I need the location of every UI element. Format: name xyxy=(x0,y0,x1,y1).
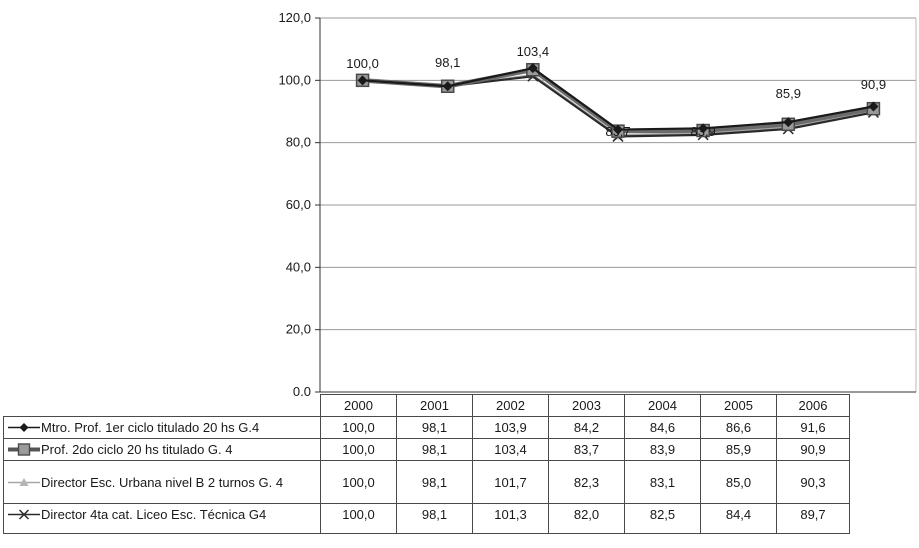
table-cell-value: 85,0 xyxy=(700,460,777,504)
legend-key-diamond xyxy=(7,420,41,435)
series-legend-cell: Director Esc. Urbana nivel B 2 turnos G.… xyxy=(3,460,321,504)
marker-diamond xyxy=(527,63,538,74)
table-cell-value: 98,1 xyxy=(396,460,473,504)
table-row: Prof. 2do ciclo 20 hs titulado G. 4 100,0… xyxy=(3,438,850,461)
table-cell-value: 84,2 xyxy=(548,416,625,439)
table-cell-value: 100,0 xyxy=(320,503,397,534)
series-legend-cell: Mtro. Prof. 1er ciclo titulado 20 hs G.4 xyxy=(3,416,321,439)
data-label: 85,9 xyxy=(776,86,801,101)
table-cell-value: 84,4 xyxy=(700,503,777,534)
y-tick-label: 120,0 xyxy=(278,10,311,25)
marker-diamond xyxy=(783,117,794,128)
legend-key-square xyxy=(7,442,41,457)
table-row: Director 4ta cat. Liceo Esc. Técnica G4 1… xyxy=(3,503,850,534)
table-cell-value: 98,1 xyxy=(396,438,473,461)
table-corner xyxy=(4,395,321,417)
marker-diamond xyxy=(613,124,623,135)
y-tick-label: 20,0 xyxy=(286,322,311,337)
table-cell-value: 103,9 xyxy=(472,416,549,439)
table-cell-value: 84,6 xyxy=(624,416,701,439)
table-cell-value: 103,4 xyxy=(472,438,549,461)
table-cell-value: 85,9 xyxy=(700,438,777,461)
table-cell-value: 100,0 xyxy=(320,460,397,504)
table-cell-value: 82,0 xyxy=(548,503,625,534)
table-cell-value: 82,5 xyxy=(624,503,701,534)
table-header-row: 2000 2001 2002 2003 2004 2005 2006 xyxy=(4,394,850,417)
category-label: 2004 xyxy=(624,394,701,417)
table-cell-value: 101,3 xyxy=(472,503,549,534)
data-label: 90,9 xyxy=(861,77,886,92)
y-tick-label: 100,0 xyxy=(278,72,311,87)
data-label: 98,1 xyxy=(435,55,460,70)
y-tick-label: 0,0 xyxy=(293,384,311,396)
table-cell-value: 90,3 xyxy=(776,460,850,504)
data-label: 83,7 xyxy=(605,124,630,139)
category-label: 2000 xyxy=(320,394,397,417)
table-cell-value: 98,1 xyxy=(396,503,473,534)
series-legend-cell: Director 4ta cat. Liceo Esc. Técnica G4 xyxy=(3,503,321,534)
y-tick-label: 40,0 xyxy=(286,259,311,274)
table-cell-value: 98,1 xyxy=(396,416,473,439)
category-label: 2002 xyxy=(472,394,549,417)
table-cell-value: 83,9 xyxy=(624,438,701,461)
series-name: Director 4ta cat. Liceo Esc. Técnica G4 xyxy=(41,507,267,522)
table-cell-value: 82,3 xyxy=(548,460,625,504)
data-table: 2000 2001 2002 2003 2004 2005 2006 Mtro. Prof. … xyxy=(3,394,850,534)
marker-diamond xyxy=(868,101,879,112)
table-cell-value: 86,6 xyxy=(700,416,777,439)
marker-diamond xyxy=(698,123,709,134)
series-name: Director Esc. Urbana nivel B 2 turnos G.… xyxy=(41,474,284,490)
legend-key-x xyxy=(7,507,41,522)
legend-key-triangle xyxy=(7,475,41,490)
series-name: Mtro. Prof. 1er ciclo titulado 20 hs G.4 xyxy=(41,420,260,435)
category-label: 2006 xyxy=(776,394,850,417)
table-cell-value: 100,0 xyxy=(320,416,397,439)
table-cell-value: 100,0 xyxy=(320,438,397,461)
table-cell-value: 89,7 xyxy=(776,503,850,534)
category-label: 2001 xyxy=(396,394,473,417)
table-row: Director Esc. Urbana nivel B 2 turnos G.… xyxy=(3,460,850,504)
y-tick-label: 80,0 xyxy=(286,135,311,150)
data-label: 100,0 xyxy=(346,56,379,71)
table-cell-value: 91,6 xyxy=(776,416,850,439)
table-cell-value: 101,7 xyxy=(472,460,549,504)
category-label: 2005 xyxy=(700,394,777,417)
series-legend-cell: Prof. 2do ciclo 20 hs titulado G. 4 xyxy=(3,438,321,461)
data-label: 103,4 xyxy=(517,44,550,59)
table-cell-value: 90,9 xyxy=(776,438,850,461)
y-tick-label: 60,0 xyxy=(286,197,311,212)
data-label: 83,9 xyxy=(690,124,715,139)
marker-diamond xyxy=(442,81,453,92)
marker-diamond xyxy=(357,75,368,86)
category-label: 2003 xyxy=(548,394,625,417)
series-name: Prof. 2do ciclo 20 hs titulado G. 4 xyxy=(41,442,233,457)
table-row: Mtro. Prof. 1er ciclo titulado 20 hs G.4… xyxy=(3,416,850,439)
table-cell-value: 83,7 xyxy=(548,438,625,461)
table-cell-value: 83,1 xyxy=(624,460,701,504)
line-chart: 0,0 20,0 40,0 60,0 80,0 100,0 120,0 100,0 98,1 10… xyxy=(278,10,917,396)
